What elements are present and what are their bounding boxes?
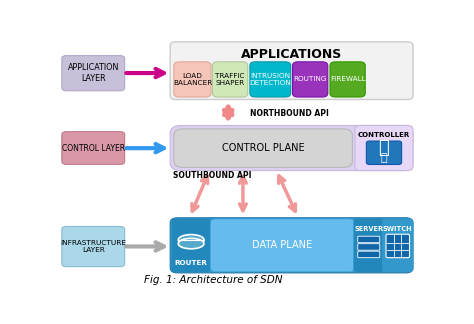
FancyBboxPatch shape [210,219,354,272]
Text: TRAFFIC
SHAPER: TRAFFIC SHAPER [215,73,245,86]
Text: APPLICATIONS: APPLICATIONS [241,48,342,61]
FancyBboxPatch shape [250,62,291,97]
Text: DATA PLANE: DATA PLANE [252,240,312,250]
FancyBboxPatch shape [174,62,211,97]
Text: SERVER: SERVER [354,226,383,232]
FancyBboxPatch shape [174,129,352,168]
FancyBboxPatch shape [383,219,413,272]
Text: ROUTING: ROUTING [293,76,327,82]
FancyBboxPatch shape [62,226,125,267]
Text: FIREWALL: FIREWALL [330,76,365,82]
Text: SWITCH: SWITCH [383,226,413,232]
FancyBboxPatch shape [212,62,248,97]
FancyBboxPatch shape [330,62,365,97]
FancyBboxPatch shape [354,219,383,272]
Ellipse shape [178,238,204,249]
FancyBboxPatch shape [358,251,380,258]
FancyBboxPatch shape [170,218,413,273]
Text: INFRASTRUCTURE
LAYER: INFRASTRUCTURE LAYER [60,240,126,253]
Text: Fig. 1: Architecture of SDN: Fig. 1: Architecture of SDN [144,275,283,285]
Text: CONTROL LAYER: CONTROL LAYER [62,144,125,153]
Text: APPLICATION
LAYER: APPLICATION LAYER [67,64,119,83]
Text: ROUTER: ROUTER [175,260,208,266]
FancyBboxPatch shape [355,125,413,171]
Text: ⌶: ⌶ [381,153,387,163]
FancyBboxPatch shape [170,125,413,171]
FancyBboxPatch shape [366,141,401,165]
Text: CONTROL PLANE: CONTROL PLANE [222,143,304,153]
Text: ⍜: ⍜ [379,139,389,157]
FancyBboxPatch shape [292,62,328,97]
FancyBboxPatch shape [358,244,380,250]
Text: CONTROLLER: CONTROLLER [358,132,410,138]
FancyBboxPatch shape [386,234,410,258]
FancyBboxPatch shape [358,236,380,243]
FancyBboxPatch shape [62,56,125,91]
FancyBboxPatch shape [170,42,413,99]
FancyBboxPatch shape [62,132,125,164]
Text: LOAD
BALANCER: LOAD BALANCER [173,73,212,86]
Text: INTRUSION
DETECTION: INTRUSION DETECTION [249,73,291,86]
Text: SOUTHBOUND API: SOUTHBOUND API [173,171,252,180]
Ellipse shape [178,235,204,245]
Text: NORTHBOUND API: NORTHBOUND API [250,109,329,118]
FancyBboxPatch shape [172,219,210,272]
